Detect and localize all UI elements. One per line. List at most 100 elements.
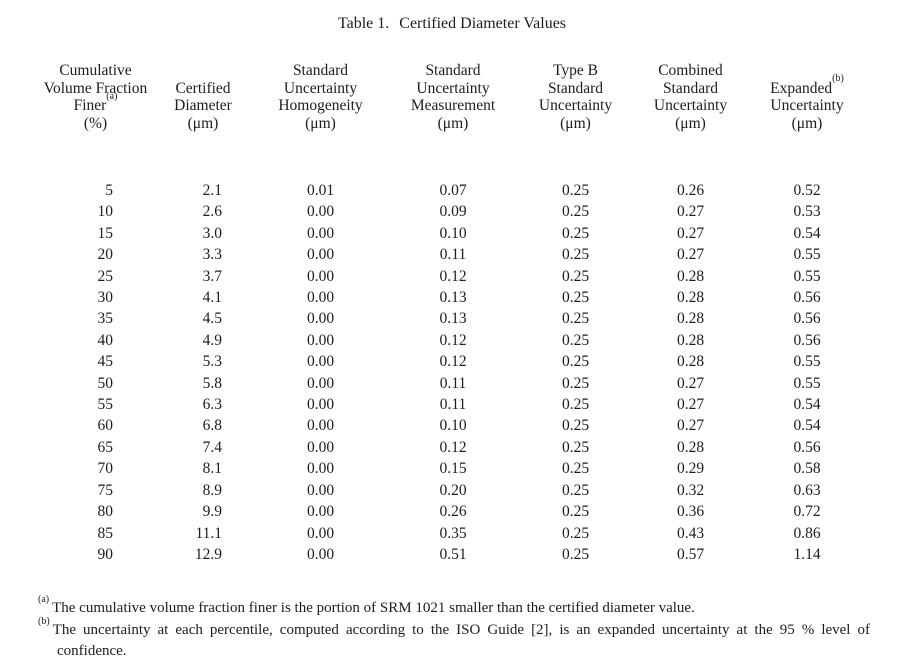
table-cell: 55 (97, 396, 114, 414)
table-cell: 70 (97, 460, 114, 478)
table-row: 20 3.3 0.00 0.11 0.25 0.27 0.55 (38, 244, 866, 265)
table-cell: 5.3 (202, 353, 222, 371)
table-cell: 0.11 (439, 246, 467, 264)
table-cell: 30 (97, 289, 114, 307)
certified-diameter-values-table: Cumulative Volume Fraction Finer(a) (%) … (38, 62, 866, 565)
table-cell: 0.54 (793, 396, 821, 414)
footnote-b-text: The uncertainty at each percentile, comp… (52, 621, 870, 660)
table-cell: 0.28 (676, 310, 705, 328)
header-unit: (μm) (791, 114, 823, 132)
table-cell: 35 (97, 310, 114, 328)
table-cell: 0.00 (306, 417, 335, 435)
table-cell: 2.6 (202, 203, 222, 221)
table-cell: 0.35 (439, 524, 467, 542)
table-cell: 4.1 (202, 289, 222, 307)
table-cell: 0.25 (561, 224, 590, 242)
header-line: Measurement (410, 97, 496, 114)
table-cell: 65 (97, 438, 114, 456)
header-unit: (μm) (437, 114, 469, 132)
footnote-ref-b: (b) (832, 73, 844, 85)
table-cell: 0.25 (561, 481, 590, 499)
table-cell: 0.56 (793, 310, 821, 328)
header-line: Diameter (174, 97, 232, 114)
header-line: Uncertainty (538, 97, 613, 114)
table-cell: 0.86 (793, 524, 821, 542)
footnote-a-text: The cumulative volume fraction finer is … (52, 600, 695, 617)
table-cell: 0.00 (306, 203, 335, 221)
header-line: Homogeneity (278, 97, 363, 114)
table-row: 10 2.6 0.00 0.09 0.25 0.27 0.53 (38, 201, 866, 222)
column-header-certified-diameter: Certified Diameter (μm) (153, 62, 253, 180)
header-line: Standard (425, 62, 481, 79)
table-cell: 0.25 (561, 545, 590, 563)
header-line: Type B (553, 62, 598, 79)
footnotes-section: (a)The cumulative volume fraction finer … (38, 595, 870, 661)
table-cell: 0.53 (793, 203, 821, 221)
table-cell: 11.1 (195, 524, 222, 542)
header-row: Cumulative Volume Fraction Finer(a) (%) … (38, 62, 866, 180)
table-cell: 0.36 (676, 503, 705, 521)
table-row: 5 2.1 0.01 0.07 0.25 0.26 0.52 (38, 180, 866, 201)
table-cell: 5.8 (202, 374, 222, 392)
table-cell: 3.3 (202, 246, 222, 264)
table-cell: 0.00 (306, 545, 335, 563)
table-cell: 0.00 (306, 331, 335, 349)
table-cell: 0.00 (306, 481, 335, 499)
table-cell: 0.10 (439, 417, 467, 435)
table-cell: 0.43 (676, 524, 705, 542)
footnote-b-marker: (b) (38, 615, 50, 627)
table-row: 15 3.0 0.00 0.10 0.25 0.27 0.54 (38, 223, 866, 244)
table-cell: 0.28 (676, 331, 705, 349)
table-cell: 0.28 (676, 438, 705, 456)
table-cell: 8.1 (202, 460, 222, 478)
column-header-standard-uncertainty-measurement: Standard Uncertainty Measurement (μm) (388, 62, 518, 180)
table-row: 50 5.8 0.00 0.11 0.25 0.27 0.55 (38, 373, 866, 394)
table-cell: 6.8 (202, 417, 222, 435)
table-cell: 0.25 (561, 203, 590, 221)
footnote-ref-a: (a) (106, 90, 118, 102)
table-cell: 0.27 (676, 224, 705, 242)
table-cell: 0.00 (306, 460, 335, 478)
table-cell: 0.56 (793, 289, 821, 307)
table-cell: 25 (97, 267, 114, 285)
footnote-a-marker: (a) (38, 594, 50, 606)
table-cell: 8.9 (202, 481, 222, 499)
table-cell: 0.56 (793, 438, 821, 456)
table-cell: 10 (97, 203, 114, 221)
header-line: Certified (175, 79, 231, 97)
table-cell: 0.32 (676, 481, 705, 499)
header-line: Standard (547, 79, 604, 97)
table-cell: 3.7 (202, 267, 222, 285)
table-cell: 0.55 (793, 246, 821, 264)
table-cell: 90 (97, 545, 114, 563)
table-cell: 0.11 (439, 374, 467, 392)
header-line: Cumulative (59, 62, 132, 79)
table-cell: 0.25 (561, 267, 590, 285)
column-header-type-b-standard-uncertainty: Type B Standard Uncertainty (μm) (518, 62, 633, 180)
table-cell: 0.00 (306, 289, 335, 307)
table-cell: 0.20 (439, 481, 467, 499)
header-line-text: Finer (73, 97, 107, 114)
table-cell: 0.12 (439, 267, 467, 285)
header-line-text: Expanded (770, 79, 833, 97)
table-cell: 0.25 (561, 289, 590, 307)
table-cell: 0.25 (561, 310, 590, 328)
table-cell: 0.27 (676, 203, 705, 221)
table-cell: 0.55 (793, 353, 821, 371)
header-unit: (μm) (675, 114, 706, 132)
table-cell: 7.4 (202, 438, 222, 456)
table-cell: 1.14 (793, 545, 821, 563)
table-cell: 0.25 (561, 182, 590, 199)
table-cell: 0.25 (561, 438, 590, 456)
table-cell: 0.25 (561, 524, 590, 542)
table-cell: 0.55 (793, 267, 821, 285)
table-cell: 0.13 (439, 310, 467, 328)
table-cell: 0.00 (306, 310, 335, 328)
table-cell: 0.52 (793, 182, 821, 199)
table-cell: 6.3 (202, 396, 222, 414)
table-cell: 0.29 (676, 460, 705, 478)
table-title-text: Certified Diameter Values (399, 15, 567, 32)
header-line: Uncertainty (770, 97, 844, 114)
table-row: 75 8.9 0.00 0.20 0.25 0.32 0.63 (38, 480, 866, 501)
